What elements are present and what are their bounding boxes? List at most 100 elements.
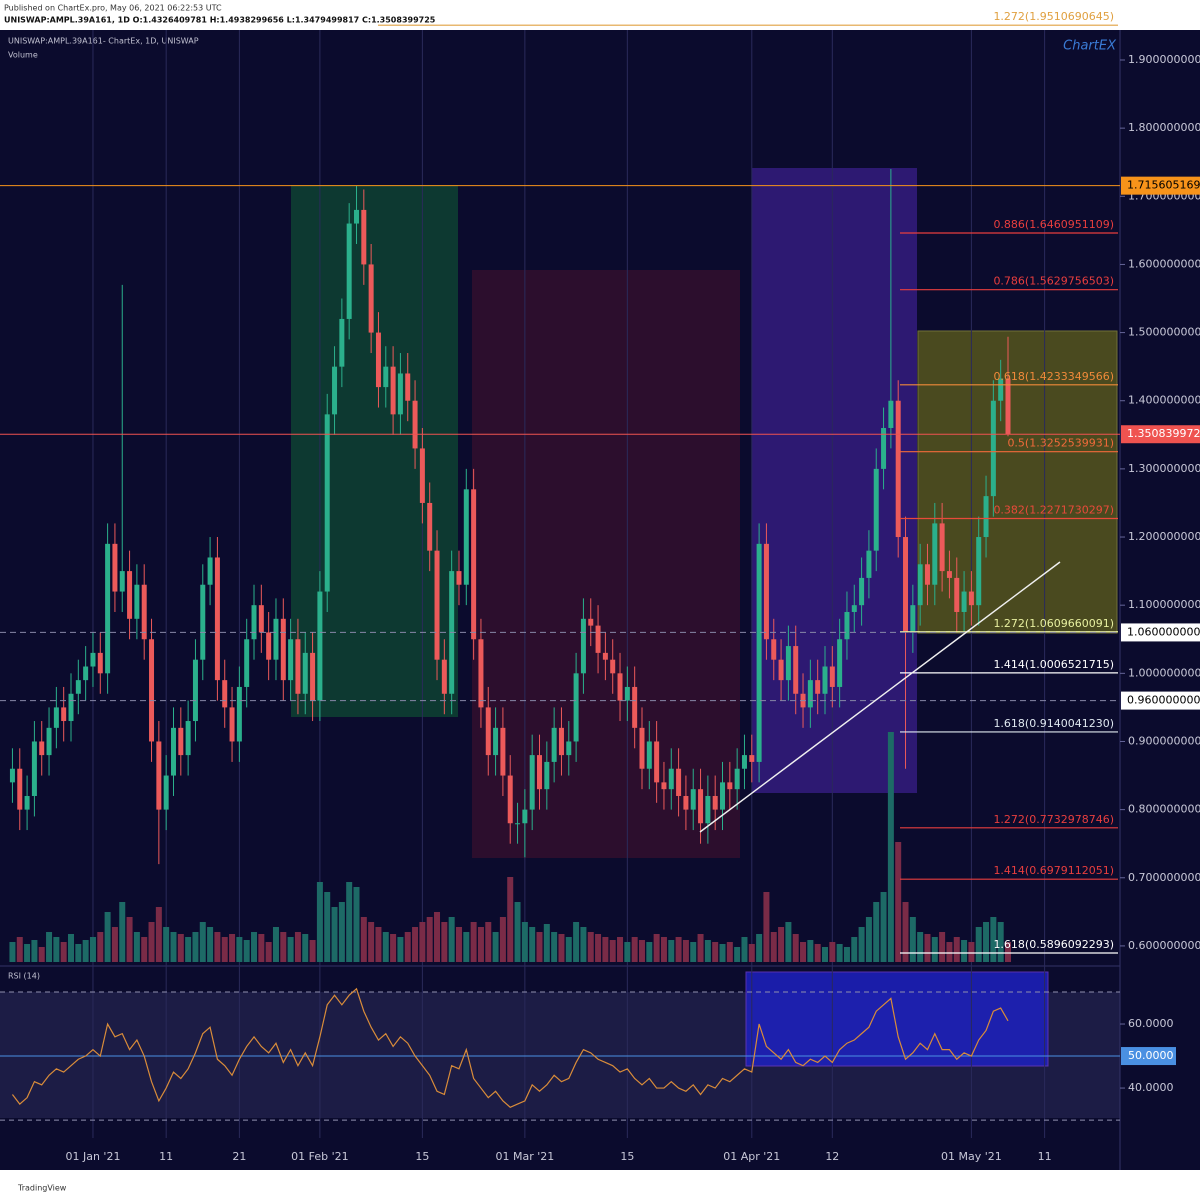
rsi-zone-blue [745,971,1049,1067]
chart-title: UNISWAP:AMPL.39A161- ChartEx, 1D, UNISWA… [8,37,199,46]
candle-body [946,571,952,578]
volume-bar [280,932,287,962]
candle-body [676,768,682,796]
volume-bar [470,922,477,962]
candle-body [851,605,857,612]
candle-body [720,782,726,810]
candle-body [859,577,865,606]
volume-bar [258,934,265,962]
candle-body [332,366,338,415]
volume-bar [126,917,133,962]
candle-body [17,768,23,810]
volume-bar [89,937,96,962]
candle-body [544,761,550,790]
volume-bar [148,922,155,962]
candle-body [807,680,813,708]
candle-body [749,755,755,762]
candle-body [910,605,916,633]
published-note: Published on ChartEx.pro, May 06, 2021 0… [4,4,222,13]
volume-bar [917,932,924,962]
price-label-box [1121,425,1200,444]
volume-bar [529,927,536,962]
candle-body [624,686,630,701]
candle-body [105,543,111,674]
volume-bar [294,932,301,962]
volume-bar [638,940,645,962]
candle-body [588,618,594,626]
candle-body [778,659,784,681]
candle-body [39,741,45,756]
candle-body [507,775,513,824]
candle-body [185,721,191,756]
volume-bar [536,932,543,962]
volume-bar [946,942,953,962]
x-tick-label: 15 [620,1150,634,1163]
volume-bar [82,940,89,962]
candle-body [273,618,279,660]
candle-body [434,550,440,660]
candle-body [288,639,294,681]
volume-bar [75,944,82,962]
volume-bar [624,942,631,962]
candle-body [515,823,521,825]
candle-body [339,318,345,367]
volume-bar [939,932,946,962]
volume-bar [265,942,272,962]
volume-bar [382,932,389,962]
candle-body [61,707,67,722]
candle-body [763,543,769,640]
candle-body [829,666,835,687]
fib-label: 0.382(1.2271730297) [993,504,1114,517]
price-label-box [1121,176,1200,195]
candle-body [756,543,762,762]
candle-body [903,537,909,633]
volume-bar [368,922,375,962]
x-tick-label: 15 [415,1150,429,1163]
candle-body [566,741,572,756]
candle-body [595,625,601,653]
candle-body [617,673,623,701]
candle-body [580,618,586,674]
volume-bar [53,937,60,962]
fib-label: 0.618(1.4233349566) [993,370,1114,383]
candle-body [485,707,491,756]
candle-body [266,632,272,660]
volume-bar [104,912,111,962]
volume-bar [199,922,206,962]
volume-bar [514,902,521,962]
volume-bar [221,937,228,962]
candle-body [463,489,469,585]
volume-bar [16,937,23,962]
volume-bar [302,934,309,962]
volume-bar [792,934,799,962]
candle-body [214,557,220,681]
volume-bar [858,927,865,962]
volume-bar [316,882,323,962]
candle-body [551,727,557,762]
candle-body [222,680,228,708]
candle-body [968,591,974,606]
price-label: 1.0600000000 [1127,625,1200,638]
candle-body [771,639,777,660]
candle-body [844,611,850,640]
fib-label: 0.886(1.6460951109) [993,218,1114,231]
volume-bar [895,842,902,962]
footer: TradingView [17,1184,67,1193]
candle-body [881,427,887,469]
candle-body [346,223,352,319]
volume-bar [660,937,667,962]
x-tick-label: 01 Apr '21 [723,1150,780,1163]
volume-bar [119,902,126,962]
candle-body [932,523,938,585]
candle-body [112,543,118,592]
volume-bar [111,927,118,962]
plot-layer [0,24,1120,1138]
y-tick-label: 1.3000000000 [1128,462,1200,475]
candle-body [602,652,608,660]
volume-bar [31,940,38,962]
candle-body [529,755,535,810]
volume-bar [770,932,777,962]
candle-body [1005,378,1011,435]
